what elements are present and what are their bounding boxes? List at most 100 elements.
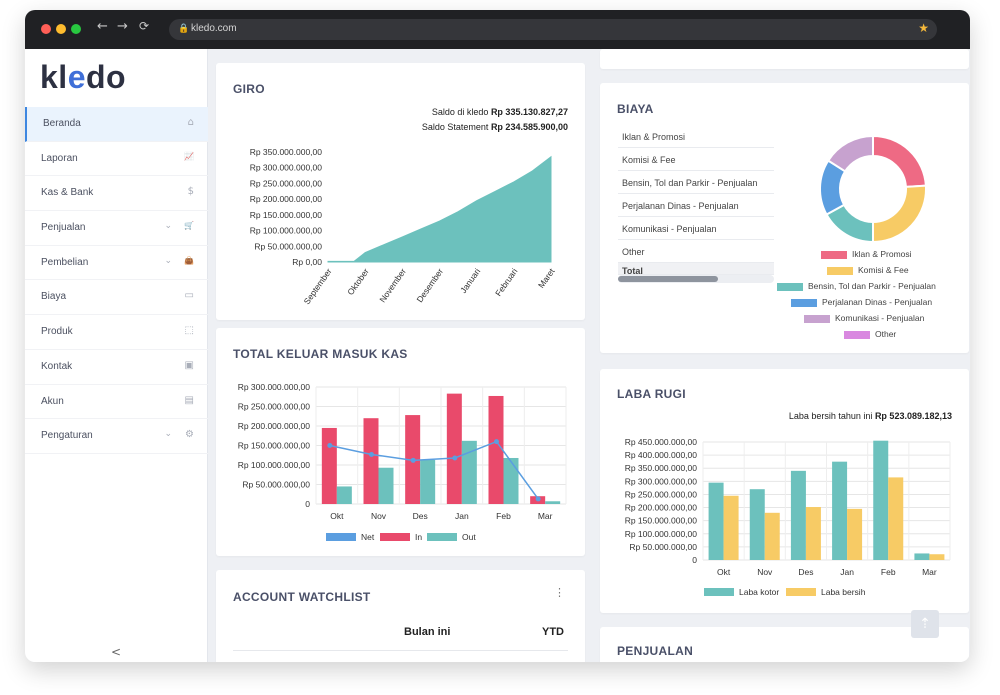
sidebar-item-pembelian[interactable]: Pembelian ⌄ 👜 <box>25 246 208 281</box>
x-tick-label: November <box>377 266 408 304</box>
biaya-list-scrollbar[interactable] <box>618 275 774 283</box>
biaya-list-item: Bensin, Tol dan Parkir - Penjualan <box>618 171 774 194</box>
net-point <box>369 451 374 457</box>
close-window-dot[interactable] <box>41 24 51 34</box>
chevron-down-icon: ⌄ <box>164 255 172 266</box>
sidebar-menu: Beranda ⌂ Laporan 📈 Kas & Bank $ Penjualan ⌄… <box>25 107 208 454</box>
biaya-legend-item[interactable]: Komisi & Fee <box>827 265 909 275</box>
watchlist-col-bulan: Bulan ini <box>404 626 451 638</box>
biaya-legend-item[interactable]: Iklan & Promosi <box>821 249 912 259</box>
bar-laba-kotor-des <box>790 470 806 560</box>
y-tick-label: Rp 100.000.000,00 <box>250 226 323 236</box>
sidebar-item-beranda[interactable]: Beranda ⌂ <box>25 107 208 142</box>
biaya-list-item: Komisi & Fee <box>618 148 774 171</box>
minimize-window-dot[interactable] <box>56 24 66 34</box>
watchlist-menu-icon[interactable]: ⋮ <box>554 587 565 599</box>
sidebar-item-kontak[interactable]: Kontak ▣ <box>25 350 208 385</box>
address-bar[interactable]: 🔒 kledo.com ★ <box>169 19 937 40</box>
biaya-list-total: Total <box>618 263 774 275</box>
scrollbar-thumb[interactable] <box>618 276 718 282</box>
legend-label-out: Out <box>462 532 476 542</box>
x-tick-label: Januari <box>458 266 482 295</box>
y-tick-label: 0 <box>692 555 697 565</box>
sidebar-item-label: Kas & Bank <box>41 187 94 199</box>
forward-icon[interactable]: → <box>117 19 128 34</box>
legend-swatch <box>821 250 847 259</box>
y-tick-label: Rp 150.000.000,00 <box>238 441 311 451</box>
bar-out-des <box>420 459 436 504</box>
back-icon[interactable]: ← <box>97 19 108 34</box>
bar-in-nov <box>363 418 379 504</box>
bar-out-nov <box>378 467 394 504</box>
labarugi-card: LABA RUGI Laba bersih tahun ini Rp 523.0… <box>600 369 969 613</box>
logo-part-e: e <box>67 59 86 95</box>
legend-label: Other <box>875 329 897 339</box>
legend-label-in: In <box>415 532 422 542</box>
x-tick-label: Oktober <box>345 266 371 297</box>
legend-swatch <box>786 588 816 596</box>
maximize-window-dot[interactable] <box>71 24 81 34</box>
x-tick-label: Des <box>798 567 813 577</box>
x-tick-label: Mar <box>538 511 553 521</box>
biaya-legend-item[interactable]: Komunikasi - Penjualan <box>804 313 924 323</box>
kas-title: TOTAL KELUAR MASUK KAS <box>233 347 408 361</box>
y-tick-label: Rp 250.000.000,00 <box>250 178 323 188</box>
sidebar-item-label: Penjualan <box>41 222 86 234</box>
y-tick-label: Rp 50.000.000,00 <box>629 542 697 552</box>
bookmark-star-icon[interactable]: ★ <box>918 21 929 35</box>
labarugi-summary: Laba bersih tahun ini Rp 523.089.182,13 <box>789 411 952 421</box>
sidebar-item-akun[interactable]: Akun ▤ <box>25 385 208 420</box>
x-tick-label: Okt <box>330 511 344 521</box>
scroll-to-top-button[interactable]: ⇡ <box>911 610 939 638</box>
bar-out-okt <box>336 486 352 504</box>
x-tick-label: Februari <box>493 266 519 298</box>
chevron-down-icon: ⌄ <box>164 429 172 440</box>
biaya-legend-item[interactable]: Other <box>844 329 896 339</box>
x-tick-label: Feb <box>881 567 896 577</box>
y-tick-label: Rp 200.000.000,00 <box>250 194 323 204</box>
biaya-card: BIAYA Iklan & Promosi Komisi & Fee Bensi… <box>600 83 969 353</box>
biaya-donut-chart <box>819 134 927 244</box>
contact-card-icon: ▣ <box>184 359 194 371</box>
sidebar-item-kas-bank[interactable]: Kas & Bank $ <box>25 176 208 212</box>
sidebar-item-produk[interactable]: Produk ⬚ <box>25 315 208 350</box>
kledo-logo[interactable]: kledo <box>40 59 126 96</box>
kas-chart: Rp 300.000.000,00 Rp 250.000.000,00 Rp 200… <box>238 382 567 542</box>
y-tick-label: Rp 250.000.000,00 <box>625 489 698 499</box>
sidebar-item-label: Biaya <box>41 291 67 303</box>
saldo-statement: Saldo Statement Rp 234.585.900,00 <box>422 122 568 132</box>
bar-laba-bersih-mar <box>929 554 945 560</box>
sidebar-item-biaya[interactable]: Biaya ▭ <box>25 280 208 316</box>
bar-out-jan <box>461 440 477 504</box>
bar-laba-bersih-nov <box>764 512 780 560</box>
collapse-sidebar-icon[interactable]: < <box>111 645 122 659</box>
y-tick-label: Rp 100.000.000,00 <box>625 529 698 539</box>
kas-card: TOTAL KELUAR MASUK KAS Rp 300.000.000,00… <box>216 328 585 556</box>
credit-card-icon: ▭ <box>184 290 194 302</box>
biaya-list-item: Iklan & Promosi <box>618 125 774 148</box>
logo-part-kl: kl <box>40 59 68 95</box>
biaya-legend-item[interactable]: Perjalanan Dinas - Penjualan <box>791 297 932 307</box>
legend-label: Perjalanan Dinas - Penjualan <box>822 297 933 307</box>
y-tick-label: Rp 300.000.000,00 <box>250 163 323 173</box>
y-tick-label: Rp 300.000.000,00 <box>625 476 698 486</box>
legend-label: Laba kotor <box>739 587 779 597</box>
bar-out-feb <box>503 457 519 504</box>
legend-swatch-in <box>380 533 410 541</box>
watchlist-title: ACCOUNT WATCHLIST <box>233 590 371 604</box>
lock-icon: 🔒 <box>178 23 190 33</box>
giro-chart: Rp 350.000.000,00 Rp 300.000.000,00 Rp 250… <box>250 147 557 306</box>
sidebar-item-penjualan[interactable]: Penjualan ⌄ 🛒 <box>25 211 208 246</box>
ledger-icon: ▤ <box>184 394 194 406</box>
x-tick-label: Desember <box>414 266 445 304</box>
labarugi-summary-label: Laba bersih tahun ini <box>788 411 873 421</box>
saldo-statement-label: Saldo Statement <box>421 122 489 132</box>
biaya-title: BIAYA <box>617 102 654 116</box>
sidebar-item-pengaturan[interactable]: Pengaturan ⌄ ⚙ <box>25 419 208 454</box>
sidebar-item-laporan[interactable]: Laporan 📈 <box>25 142 208 177</box>
bar-laba-kotor-mar <box>914 553 930 560</box>
legend-label: Iklan & Promosi <box>852 249 912 259</box>
biaya-legend-item[interactable]: Bensin, Tol dan Parkir - Penjualan <box>777 281 936 291</box>
sidebar-item-label: Akun <box>41 395 64 407</box>
reload-icon[interactable]: ⟳ <box>139 19 150 33</box>
